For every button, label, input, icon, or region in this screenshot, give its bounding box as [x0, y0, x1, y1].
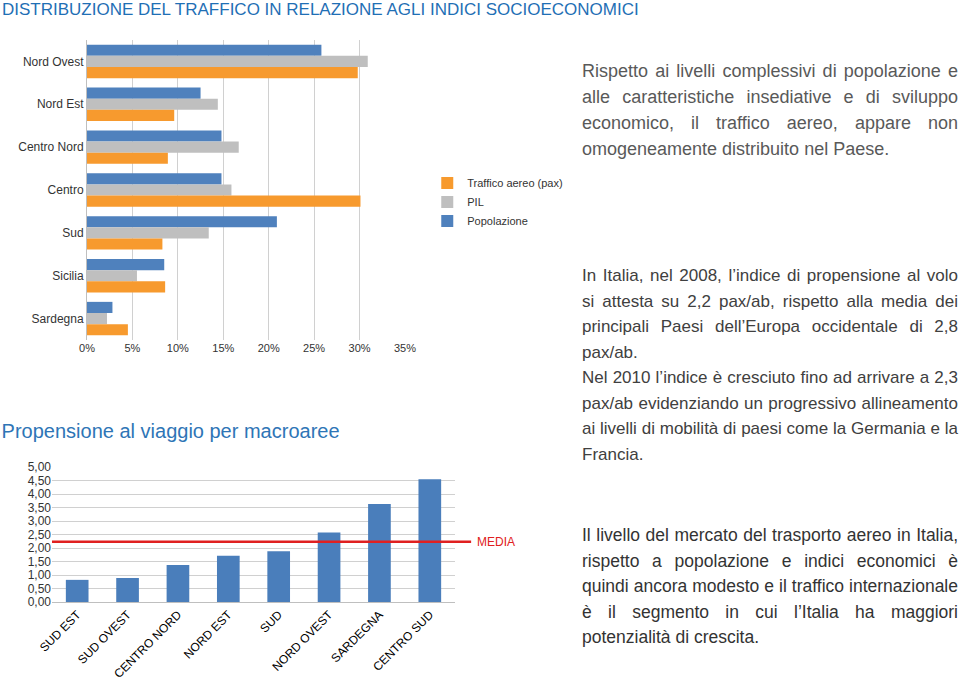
svg-text:CENTRO NORD: CENTRO NORD — [111, 608, 184, 681]
svg-text:0,50: 0,50 — [28, 582, 52, 596]
svg-text:Nord Est: Nord Est — [37, 97, 84, 111]
svg-text:SARDEGNA: SARDEGNA — [328, 608, 386, 666]
svg-text:4,00: 4,00 — [28, 487, 52, 501]
svg-text:Traffico aereo (pax): Traffico aereo (pax) — [467, 177, 562, 189]
svg-text:Sud: Sud — [62, 226, 83, 240]
svg-text:SUD: SUD — [257, 608, 285, 636]
svg-text:15%: 15% — [212, 342, 234, 354]
html-text:Nel 2010 l’indice è cresciuto: Nel 2010 l’indice è cresciuto fino ad ar… — [582, 368, 958, 464]
svg-text:SUD EST: SUD EST — [37, 607, 84, 654]
svg-text:2,50: 2,50 — [28, 528, 52, 542]
svg-text:MEDIA: MEDIA — [477, 535, 515, 549]
svg-text:0%: 0% — [79, 342, 95, 354]
svg-text:5%: 5% — [124, 342, 140, 354]
svg-text:PIL: PIL — [467, 196, 484, 208]
svg-text:CENTRO SUD: CENTRO SUD — [370, 608, 436, 674]
svg-text:NORD EST: NORD EST — [181, 607, 235, 661]
html-text:Rispetto ai livelli complessiv: Rispetto ai livelli complessivi di popol… — [582, 61, 958, 159]
svg-text:Propensione al viaggio per mac: Propensione al viaggio per macroaree — [2, 420, 340, 442]
html-text:Il livello del mercato del tra: Il livello del mercato del trasporto aer… — [582, 525, 958, 647]
svg-text:Nord Ovest: Nord Ovest — [23, 55, 84, 69]
svg-text:2,00: 2,00 — [28, 541, 52, 555]
svg-text:Popolazione: Popolazione — [467, 215, 528, 227]
svg-text:30%: 30% — [349, 342, 371, 354]
svg-text:35%: 35% — [394, 342, 416, 354]
svg-text:Centro Nord: Centro Nord — [18, 140, 83, 154]
svg-text:Sicilia: Sicilia — [52, 269, 84, 283]
svg-text:1,50: 1,50 — [28, 555, 52, 569]
svg-text:Sardegna: Sardegna — [32, 312, 84, 326]
svg-text:25%: 25% — [303, 342, 325, 354]
html-text:DISTRIBUZIONE DEL TRAFFICO IN: DISTRIBUZIONE DEL TRAFFICO IN RELAZIONE … — [2, 0, 639, 19]
svg-text:20%: 20% — [258, 342, 280, 354]
svg-text:10%: 10% — [167, 342, 189, 354]
svg-text:5,00: 5,00 — [28, 460, 52, 474]
svg-text:Centro: Centro — [48, 183, 84, 197]
html-text:In Italia, nel 2008, l’indice: In Italia, nel 2008, l’indice di propens… — [582, 266, 958, 362]
svg-text:3,50: 3,50 — [28, 501, 52, 515]
svg-text:4,50: 4,50 — [28, 474, 52, 488]
svg-text:1,00: 1,00 — [28, 568, 52, 582]
svg-text:SUD OVEST: SUD OVEST — [75, 607, 134, 666]
svg-text:3,00: 3,00 — [28, 514, 52, 528]
svg-text:0,00: 0,00 — [28, 595, 52, 609]
svg-text:NORD OVEST: NORD OVEST — [269, 607, 335, 673]
